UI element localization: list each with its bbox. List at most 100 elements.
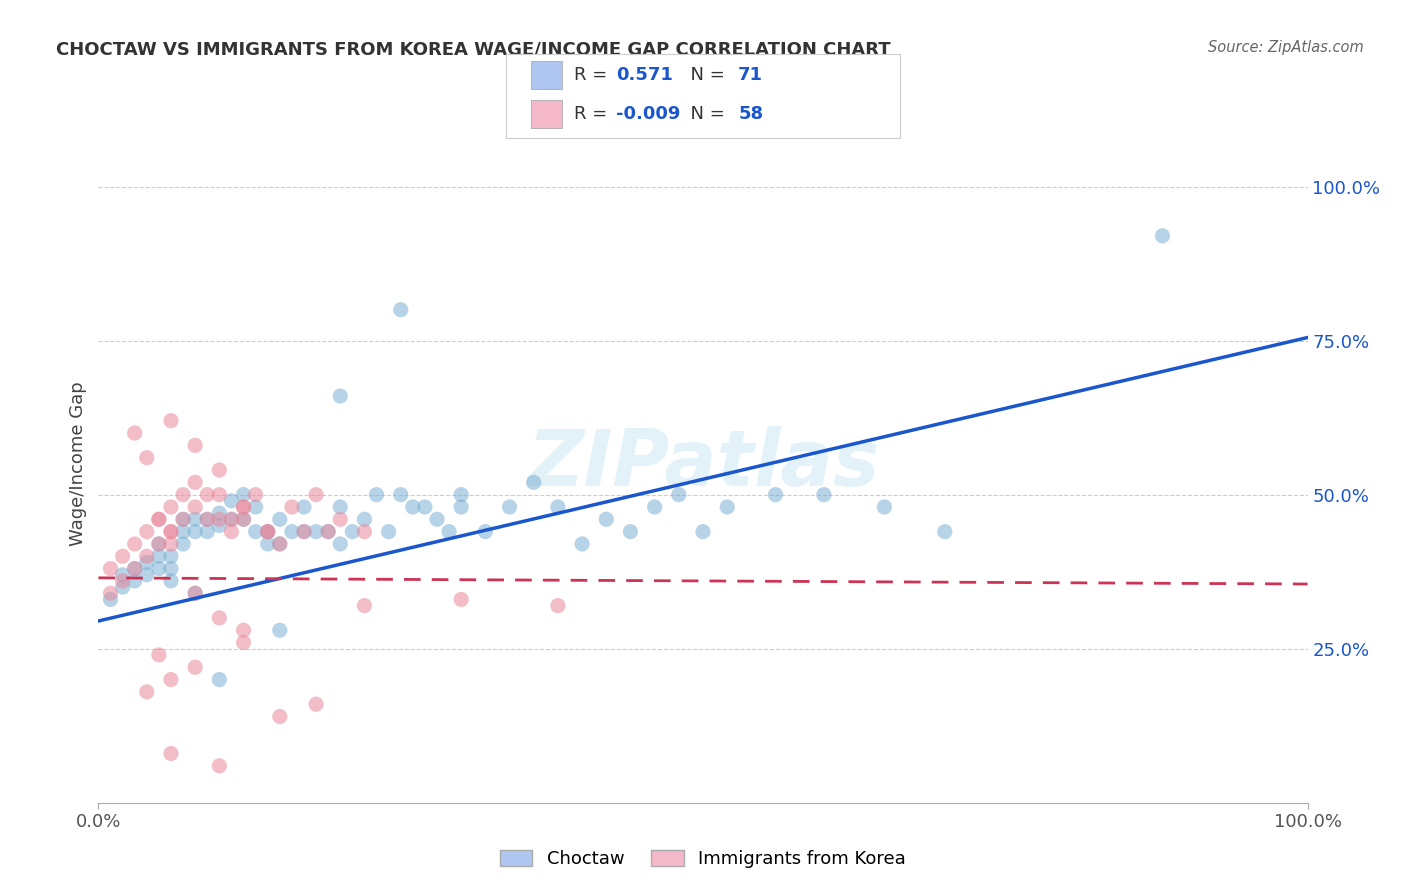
Text: N =: N = (679, 66, 731, 84)
Point (100, 586, 122, 600)
Point (377, 524, 399, 539)
Point (184, 500, 207, 514)
Point (160, 574, 183, 588)
Point (305, 524, 328, 539)
Point (208, 512, 231, 526)
Point (232, 635, 254, 649)
Point (305, 488, 328, 502)
Point (208, 463, 231, 477)
Point (221, 512, 243, 526)
Point (172, 524, 194, 539)
Point (148, 512, 170, 526)
Point (873, 500, 896, 514)
Point (195, 512, 218, 526)
Point (450, 500, 472, 514)
Point (256, 524, 278, 539)
Point (305, 697, 328, 711)
Text: Source: ZipAtlas.com: Source: ZipAtlas.com (1208, 40, 1364, 55)
Point (184, 438, 207, 452)
Point (148, 549, 170, 564)
Point (619, 524, 641, 539)
Point (256, 537, 278, 551)
Point (498, 500, 520, 514)
Point (135, 556, 157, 570)
Point (221, 493, 243, 508)
Point (692, 524, 714, 539)
Point (765, 488, 787, 502)
Point (269, 709, 291, 723)
Text: 71: 71 (738, 66, 763, 84)
Point (329, 389, 352, 403)
Point (269, 537, 291, 551)
Point (111, 549, 134, 564)
Point (245, 488, 267, 502)
Point (195, 512, 218, 526)
Point (148, 537, 170, 551)
Point (292, 524, 315, 539)
Point (353, 599, 375, 613)
Point (148, 561, 170, 575)
Point (316, 524, 339, 539)
Point (269, 624, 291, 638)
Point (111, 580, 134, 594)
Point (353, 524, 375, 539)
Point (184, 660, 207, 674)
Point (292, 524, 315, 539)
Point (124, 425, 146, 440)
Point (195, 524, 218, 539)
Point (402, 500, 425, 514)
Point (135, 524, 157, 539)
Point (208, 611, 231, 625)
Text: ZIPatlas: ZIPatlas (527, 425, 879, 502)
Point (281, 524, 304, 539)
Point (195, 488, 218, 502)
Point (208, 488, 231, 502)
Point (184, 524, 207, 539)
Point (148, 537, 170, 551)
Point (184, 586, 207, 600)
Text: R =: R = (574, 105, 619, 123)
Point (644, 500, 666, 514)
Point (100, 592, 122, 607)
Point (1152, 228, 1174, 243)
Point (292, 500, 315, 514)
Point (111, 574, 134, 588)
Point (124, 561, 146, 575)
Legend: Choctaw, Immigrants from Korea: Choctaw, Immigrants from Korea (492, 842, 914, 875)
Text: CHOCTAW VS IMMIGRANTS FROM KOREA WAGE/INCOME GAP CORRELATION CHART: CHOCTAW VS IMMIGRANTS FROM KOREA WAGE/IN… (56, 40, 891, 58)
Point (208, 506, 231, 520)
Point (256, 524, 278, 539)
Point (245, 500, 267, 514)
Text: -0.009: -0.009 (616, 105, 681, 123)
Point (269, 512, 291, 526)
Point (135, 685, 157, 699)
Point (208, 759, 231, 773)
Point (353, 512, 375, 526)
Point (329, 512, 352, 526)
Point (172, 537, 194, 551)
Point (160, 524, 183, 539)
Point (232, 488, 254, 502)
Point (595, 512, 617, 526)
Point (184, 586, 207, 600)
Point (232, 512, 254, 526)
Point (342, 524, 364, 539)
Point (172, 512, 194, 526)
Point (124, 574, 146, 588)
Point (256, 524, 278, 539)
Point (111, 567, 134, 582)
Point (160, 500, 183, 514)
Point (389, 302, 412, 317)
Point (450, 488, 472, 502)
Point (413, 500, 436, 514)
Point (208, 518, 231, 533)
Point (426, 512, 449, 526)
Point (100, 561, 122, 575)
Point (389, 488, 412, 502)
Point (934, 524, 956, 539)
Point (135, 450, 157, 465)
Point (232, 500, 254, 514)
Point (329, 500, 352, 514)
Point (160, 537, 183, 551)
Point (221, 524, 243, 539)
